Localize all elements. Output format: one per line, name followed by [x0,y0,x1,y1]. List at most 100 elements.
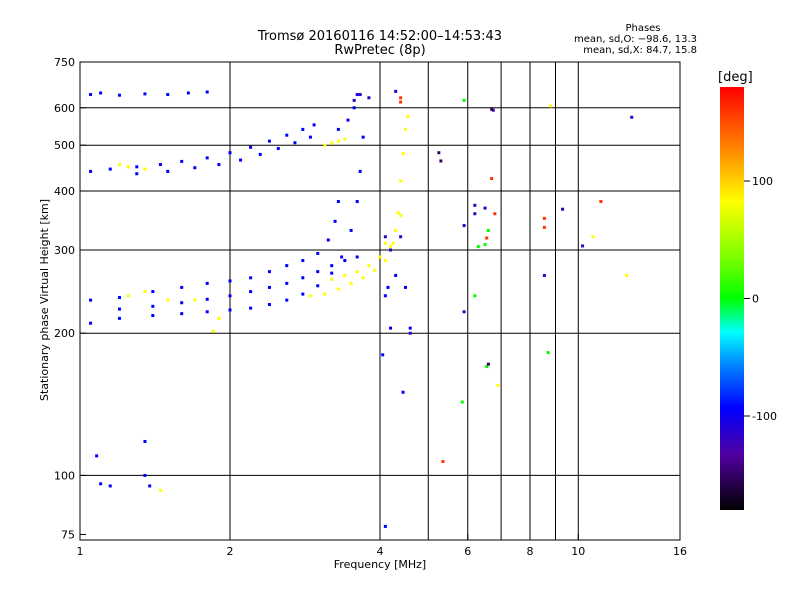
data-point [485,365,489,369]
data-point [386,285,390,289]
data-point [401,152,405,156]
data-point [180,285,184,289]
data-point [117,163,121,167]
data-point [355,255,359,259]
data-point [343,259,347,263]
data-point [581,244,585,248]
x-tick-label: 10 [571,545,585,558]
data-point [340,255,344,259]
data-point [180,301,184,305]
data-point [367,96,371,100]
data-point [483,206,487,210]
data-point [89,169,93,173]
data-point [323,292,327,296]
x-ticks: 1 2 4 6 8 10 16 [77,534,687,558]
colorbar-tick-label: -100 [752,410,777,423]
x-tick-label: 8 [527,545,534,558]
data-point [95,454,99,458]
data-point [394,228,398,232]
data-point [158,163,162,167]
data-point [496,384,500,388]
data-point [399,179,403,183]
data-point [267,139,271,143]
data-point [333,219,337,223]
data-point [408,326,412,330]
data-point [361,276,365,280]
data-point [180,312,184,316]
data-point [493,212,497,216]
data-point [542,273,546,277]
data-point [389,248,393,252]
y-tick-label: 400 [54,185,75,198]
data-point [473,294,477,298]
data-point [490,177,494,181]
data-point [186,91,190,95]
data-point [205,310,209,314]
data-point [126,165,130,169]
data-point [336,200,340,204]
data-point [143,167,147,171]
data-point [143,439,147,443]
data-point [486,362,490,366]
data-point [293,141,297,145]
data-point [285,298,289,302]
stats-x-line: mean, sd,X: 84.7, 15.8 [583,45,697,56]
data-point [352,98,356,102]
data-point [217,316,221,320]
data-point [358,169,362,173]
data-point [401,390,405,394]
colorbar-tick-label: 0 [752,293,759,306]
data-point [396,211,400,215]
data-point [599,200,603,204]
data-point [99,91,103,95]
data-point [135,165,139,169]
data-point [441,460,445,464]
data-point [439,159,443,163]
data-point [399,100,403,104]
data-point [336,287,340,291]
data-point [99,482,103,486]
data-point [355,200,359,204]
data-point [301,259,305,263]
data-point [239,158,243,162]
data-point [490,107,494,111]
x-axis-label: Frequency [MHz] [334,558,426,571]
data-point [546,351,550,355]
data-point [249,145,253,149]
data-point [352,106,356,110]
data-point [383,235,387,239]
data-point [462,310,466,314]
colorbar-ticks: 100 0 -100 [744,175,777,423]
colorbar [720,87,744,510]
data-point [437,151,441,155]
data-point [151,290,155,294]
data-point [486,228,490,232]
data-point [406,115,410,119]
data-point [308,135,312,139]
data-point [561,207,565,211]
data-point [312,123,316,127]
data-point [399,213,403,217]
data-point [285,264,289,268]
data-point [211,329,215,333]
data-point [301,276,305,280]
data-point [117,296,121,300]
data-point [367,264,371,268]
data-point [117,316,121,320]
data-point [205,90,209,94]
data-point [403,285,407,289]
data-point [151,304,155,308]
data-point [217,163,221,167]
data-point [258,152,262,156]
x-tick-label: 1 [77,545,84,558]
y-ticks: 75 100 200 300 400 500 600 750 [54,56,86,541]
data-point [473,212,477,216]
y-tick-label: 600 [54,102,75,115]
grid-lines [80,62,680,540]
data-point [389,245,393,249]
data-point [205,297,209,301]
data-point [143,92,147,96]
data-point [358,93,362,97]
data-point [158,488,162,492]
